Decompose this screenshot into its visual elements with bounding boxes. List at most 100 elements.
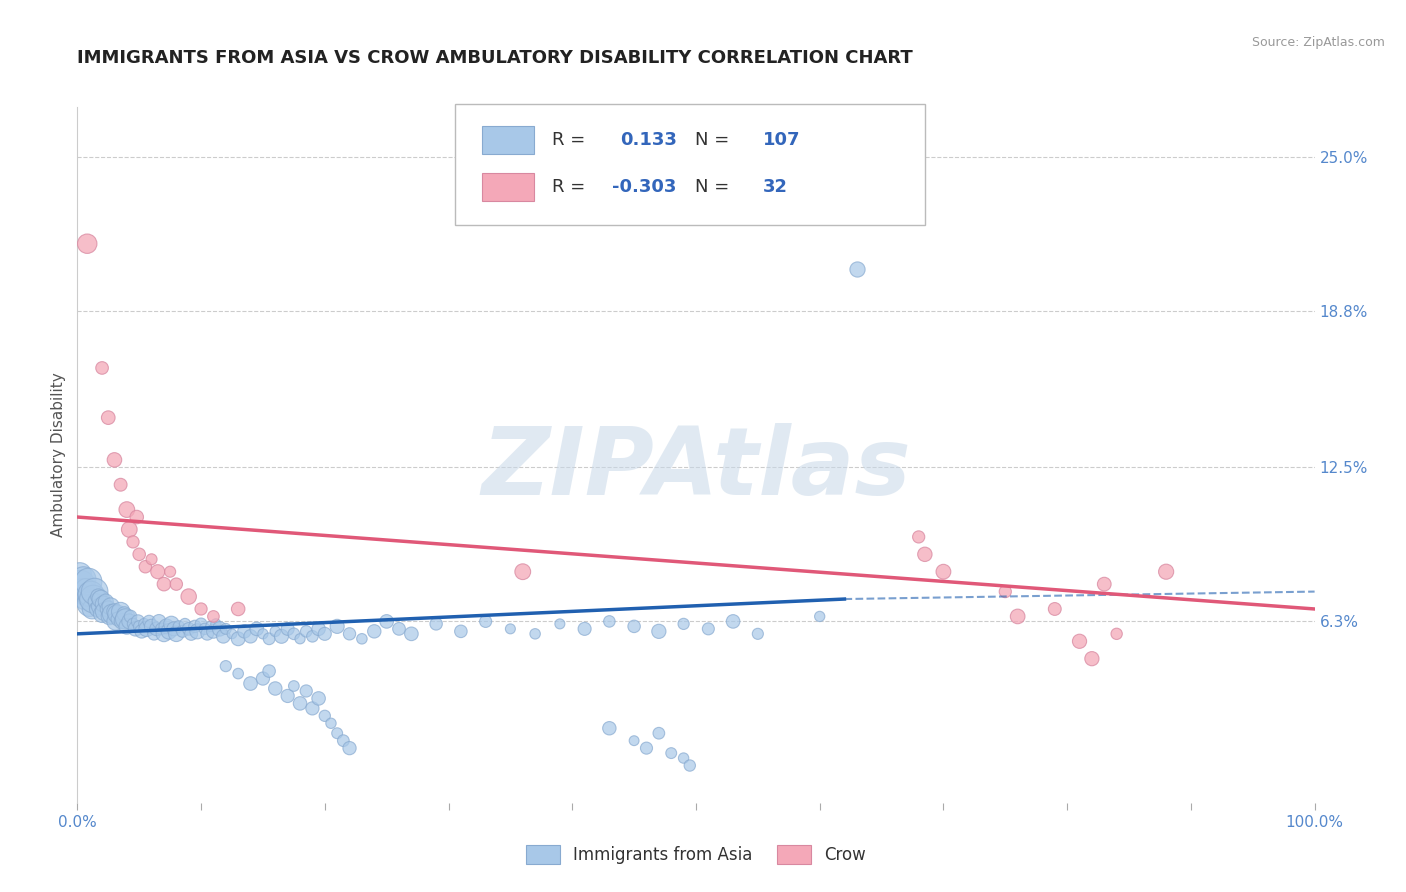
Point bbox=[308, 691, 330, 706]
Point bbox=[190, 602, 212, 616]
Point bbox=[79, 597, 101, 611]
Point bbox=[221, 627, 243, 641]
Point bbox=[301, 629, 323, 643]
Point bbox=[86, 602, 108, 616]
Point bbox=[233, 624, 256, 639]
Point bbox=[125, 510, 148, 524]
Point bbox=[87, 590, 110, 604]
Point bbox=[118, 523, 141, 537]
Point bbox=[146, 565, 169, 579]
Point bbox=[288, 632, 311, 646]
Point bbox=[76, 590, 98, 604]
Text: 107: 107 bbox=[763, 131, 800, 149]
Point bbox=[907, 530, 929, 544]
Y-axis label: Ambulatory Disability: Ambulatory Disability bbox=[51, 373, 66, 537]
Point bbox=[636, 741, 658, 756]
Point bbox=[127, 615, 149, 629]
Point bbox=[845, 261, 868, 276]
Point bbox=[134, 616, 156, 631]
Point bbox=[288, 697, 311, 711]
Point bbox=[326, 726, 349, 740]
Point bbox=[89, 599, 111, 614]
Point bbox=[82, 592, 104, 607]
Point bbox=[257, 632, 280, 646]
Point bbox=[548, 616, 571, 631]
Point bbox=[332, 733, 354, 747]
Point bbox=[598, 721, 620, 735]
Point bbox=[277, 689, 299, 703]
Point bbox=[252, 627, 274, 641]
Point bbox=[134, 559, 156, 574]
Point bbox=[180, 627, 202, 641]
Point bbox=[145, 622, 167, 636]
Point bbox=[932, 565, 955, 579]
Point bbox=[148, 615, 170, 629]
Point bbox=[697, 622, 720, 636]
Point bbox=[499, 622, 522, 636]
Point bbox=[160, 616, 183, 631]
Point bbox=[574, 622, 596, 636]
Point bbox=[72, 584, 94, 599]
Point bbox=[319, 716, 342, 731]
Point bbox=[648, 624, 671, 639]
Text: Source: ZipAtlas.com: Source: ZipAtlas.com bbox=[1251, 36, 1385, 49]
Point bbox=[103, 605, 125, 619]
Point bbox=[1105, 627, 1128, 641]
Point bbox=[747, 627, 769, 641]
Point bbox=[91, 607, 114, 621]
Point bbox=[190, 616, 212, 631]
Point bbox=[163, 622, 186, 636]
Point bbox=[474, 615, 496, 629]
Point bbox=[165, 577, 187, 591]
Point bbox=[350, 632, 373, 646]
Point bbox=[69, 567, 91, 582]
Point bbox=[135, 622, 157, 636]
Text: 0.133: 0.133 bbox=[620, 131, 678, 149]
Point bbox=[115, 502, 138, 516]
Point bbox=[104, 615, 127, 629]
Point bbox=[450, 624, 472, 639]
Point bbox=[264, 681, 287, 696]
Point bbox=[153, 627, 176, 641]
Point bbox=[115, 619, 138, 633]
Point bbox=[295, 624, 318, 639]
Point bbox=[100, 599, 122, 614]
Point bbox=[202, 624, 225, 639]
Point bbox=[252, 672, 274, 686]
Point bbox=[128, 547, 150, 561]
Point bbox=[110, 605, 132, 619]
Point bbox=[73, 592, 96, 607]
Point bbox=[84, 594, 107, 608]
Point bbox=[167, 619, 190, 633]
Point bbox=[226, 602, 249, 616]
Point bbox=[226, 632, 249, 646]
Point bbox=[339, 741, 361, 756]
FancyBboxPatch shape bbox=[482, 126, 534, 153]
Point bbox=[425, 616, 447, 631]
Point bbox=[150, 622, 173, 636]
Point bbox=[295, 684, 318, 698]
Point bbox=[143, 627, 166, 641]
Point bbox=[91, 361, 114, 376]
Point bbox=[131, 624, 153, 639]
Point bbox=[808, 609, 831, 624]
Point bbox=[97, 410, 120, 425]
Point bbox=[97, 602, 120, 616]
Point bbox=[110, 477, 132, 491]
Point bbox=[186, 624, 208, 639]
Point bbox=[215, 622, 238, 636]
Point bbox=[155, 619, 177, 633]
Point bbox=[283, 679, 305, 693]
Point bbox=[648, 726, 671, 740]
Point bbox=[226, 666, 249, 681]
Point bbox=[172, 624, 194, 639]
Point bbox=[314, 708, 336, 723]
Point bbox=[94, 594, 117, 608]
Point bbox=[623, 733, 645, 747]
Point bbox=[308, 622, 330, 636]
Point bbox=[72, 572, 94, 586]
Text: -0.303: -0.303 bbox=[612, 178, 676, 196]
Point bbox=[301, 701, 323, 715]
Point bbox=[512, 565, 534, 579]
Point bbox=[103, 453, 125, 467]
